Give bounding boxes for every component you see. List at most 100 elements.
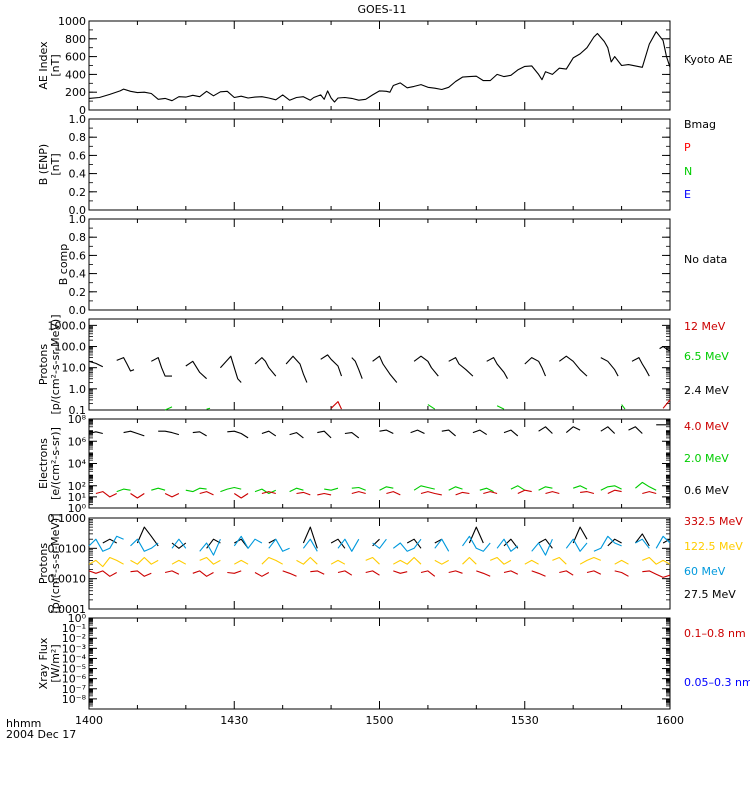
series-line	[406, 538, 422, 549]
series-line	[379, 429, 394, 434]
y-tick-label: 10⁻⁶	[62, 673, 87, 686]
series-line	[234, 559, 249, 565]
series-line	[151, 357, 172, 377]
series-line	[600, 485, 622, 491]
series-line	[510, 485, 526, 491]
series-line	[88, 360, 104, 368]
series-line	[365, 570, 380, 576]
series-line	[545, 491, 560, 495]
y-tick-label: 0.4	[69, 268, 87, 281]
panel-1: 0 200 400 600 800 1000 AE Index [nT] Kyoto AE	[37, 15, 733, 117]
y-axis-label: AE Index	[37, 41, 50, 90]
plot-title: GOES-11	[357, 3, 406, 16]
series-line	[448, 357, 474, 377]
series-line	[261, 556, 283, 565]
panel-frame	[88, 118, 671, 211]
series-line	[268, 538, 290, 552]
series-line	[642, 570, 671, 578]
x-tick-label: 1430	[220, 714, 248, 727]
y-axis-label: Protons	[37, 543, 50, 584]
series-line	[337, 570, 353, 576]
series-line	[289, 487, 304, 493]
y-tick-label: 0.0100	[48, 542, 87, 555]
series-line	[206, 407, 211, 410]
y-tick-label: 10⁻⁷	[62, 683, 86, 696]
y-axis-label: [W/m²]	[49, 644, 62, 682]
time-axis: 1400 1430 1500 1530 1600	[75, 714, 684, 727]
series-line	[254, 488, 277, 495]
y-tick-label: 10⁰	[68, 612, 87, 625]
series-line	[503, 570, 519, 575]
series-line	[351, 357, 363, 379]
y-tick-label: 800	[65, 33, 86, 46]
legend-entry: 122.5 MeV	[684, 540, 743, 553]
y-axis-label: B (ENP)	[37, 144, 50, 185]
y-tick-label: 0	[79, 104, 86, 117]
series-line	[600, 357, 619, 377]
series-line	[310, 570, 325, 575]
series-line	[171, 559, 187, 565]
series-line	[130, 556, 159, 565]
y-tick-label: 10⁶	[68, 435, 87, 448]
y-tick-label: 10⁻¹	[62, 622, 86, 635]
series-line	[330, 401, 342, 410]
y-axis-label: [nT]	[49, 153, 62, 175]
panel-2: 0.0 0.2 0.4 0.6 0.8 1.0 B (ENP) [nT] Bmag PNE	[37, 113, 716, 217]
y-tick-label: 0.6	[69, 149, 87, 162]
series-line	[289, 432, 304, 439]
series-line	[219, 355, 242, 383]
series-line	[282, 570, 297, 577]
y-tick-label: 0.4	[69, 168, 87, 181]
panel-6: 0.0001 0.0010 0.0100 0.1000 Protons [p/(cm²-s…	[37, 512, 743, 616]
series-line	[558, 355, 588, 377]
series-line	[372, 355, 398, 383]
series-line	[538, 486, 553, 491]
legend-entry: 2.4 MeV	[684, 384, 729, 397]
series-line	[462, 535, 491, 552]
series-line	[254, 572, 270, 577]
series-line	[572, 526, 588, 544]
series-line	[296, 491, 311, 496]
y-tick-label: 10⁰	[68, 502, 87, 515]
y-tick-label: 10.0	[62, 362, 87, 375]
y-tick-label: 10⁻⁴	[62, 652, 87, 665]
series-line	[233, 535, 263, 549]
series-line	[483, 491, 498, 495]
series-line	[448, 486, 463, 491]
series-line	[621, 404, 626, 410]
y-tick-label: 10⁻³	[62, 642, 86, 655]
series-line	[607, 538, 622, 547]
series-line	[164, 493, 180, 498]
y-tick-label: 600	[65, 51, 86, 64]
series-line	[88, 535, 124, 552]
series-line	[317, 492, 332, 496]
series-line	[365, 556, 380, 565]
panel-frame	[88, 617, 671, 710]
panel-frame	[88, 318, 671, 411]
legend-entry: 60 MeV	[684, 565, 726, 578]
series-line	[227, 570, 242, 574]
y-tick-label: 10⁴	[68, 458, 87, 471]
y-axis-label: Protons	[37, 344, 50, 385]
series-line	[573, 485, 588, 490]
series-line	[116, 488, 131, 493]
legend-entry: 4.0 MeV	[684, 420, 729, 433]
series-line	[496, 538, 519, 552]
series-line	[565, 426, 581, 434]
series-line	[479, 487, 494, 493]
series-line	[136, 526, 159, 547]
series-line	[164, 570, 180, 575]
series-line	[552, 556, 567, 565]
series-line	[655, 535, 671, 549]
series-line	[524, 357, 547, 377]
y-axis-label: B comp	[57, 244, 70, 286]
x-tick-label: 1530	[511, 714, 539, 727]
series-4-0-mev	[95, 489, 657, 499]
series-line	[302, 538, 318, 552]
series-6-5-mev	[164, 404, 626, 411]
series-line	[88, 31, 671, 103]
series-122-5-mev	[88, 556, 671, 568]
series-line	[227, 430, 249, 439]
